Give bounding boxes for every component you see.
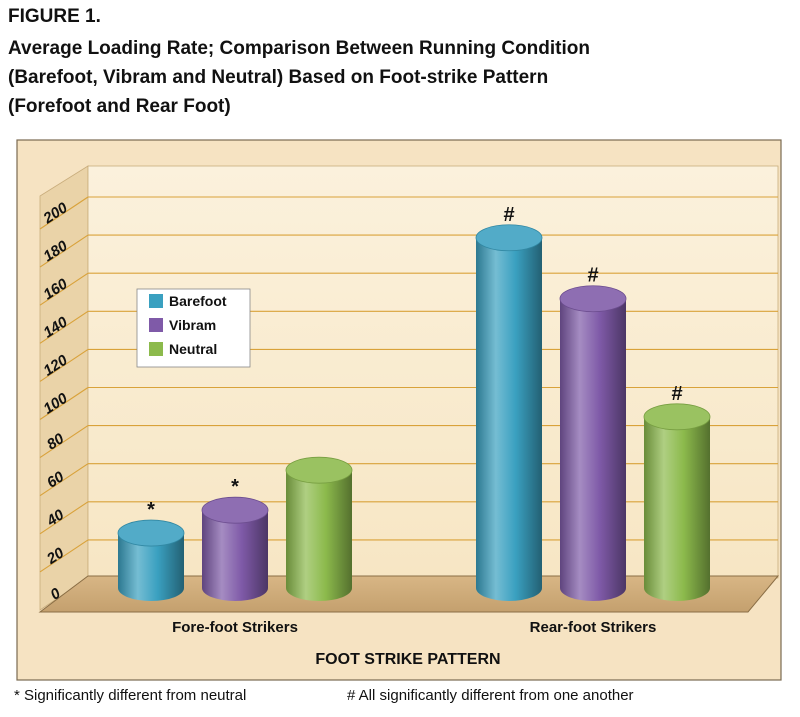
x-axis-label: FOOT STRIKE PATTERN	[315, 651, 500, 668]
figure-title: Average Loading Rate; Comparison Between…	[8, 34, 788, 121]
title-line-2: (Barefoot, Vibram and Neutral) Based on …	[8, 67, 549, 88]
gridline-side	[39, 348, 89, 382]
bar-top	[201, 496, 269, 524]
significance-marker: #	[671, 383, 682, 405]
bar	[475, 224, 543, 601]
gridline-side	[39, 234, 89, 268]
bar-top	[559, 285, 627, 313]
title-line-3: (Forefoot and Rear Foot)	[8, 96, 231, 117]
footnote-hash: # All significantly different from one a…	[347, 687, 634, 704]
gridline-side	[39, 310, 89, 344]
gridline-side	[39, 272, 89, 306]
bar-body	[560, 298, 626, 601]
gridline-side	[39, 387, 89, 420]
footnote-star: * Significantly different from neutral	[14, 687, 247, 704]
gridline-side	[39, 196, 89, 230]
bar-body	[118, 533, 184, 601]
title-line-1: Average Loading Rate; Comparison Between…	[8, 38, 590, 59]
bar	[643, 403, 711, 601]
significance-marker: #	[587, 265, 598, 287]
bar-body	[286, 470, 352, 601]
bar-body	[476, 237, 542, 601]
gridline-side	[39, 501, 89, 535]
bar-body	[202, 510, 268, 601]
bar	[201, 496, 269, 601]
legend-swatch	[149, 294, 163, 308]
significance-marker: #	[503, 204, 514, 226]
bar	[117, 519, 185, 601]
bar-top	[285, 456, 353, 484]
bar	[559, 285, 627, 601]
category-label: Rear-foot Strikers	[530, 619, 657, 636]
chart-side-wall	[39, 165, 89, 611]
legend-label: Vibram	[169, 317, 216, 333]
gridline-side	[39, 425, 89, 459]
significance-marker: *	[231, 476, 239, 498]
gridline-side	[39, 463, 89, 497]
legend-swatch	[149, 318, 163, 332]
significance-marker: *	[147, 499, 155, 521]
category-label: Fore-foot Strikers	[172, 619, 298, 636]
legend-label: Barefoot	[169, 293, 227, 309]
bar-top	[643, 403, 711, 431]
legend-label: Neutral	[169, 341, 217, 357]
bar-body	[644, 416, 710, 601]
legend: Barefoot Vibram Neutral	[136, 288, 251, 368]
bar-top	[475, 224, 543, 252]
legend-swatch	[149, 342, 163, 356]
bar	[285, 456, 353, 601]
bar-top	[117, 519, 185, 547]
figure-label: FIGURE 1.	[8, 6, 101, 27]
gridline-side	[39, 539, 89, 573]
